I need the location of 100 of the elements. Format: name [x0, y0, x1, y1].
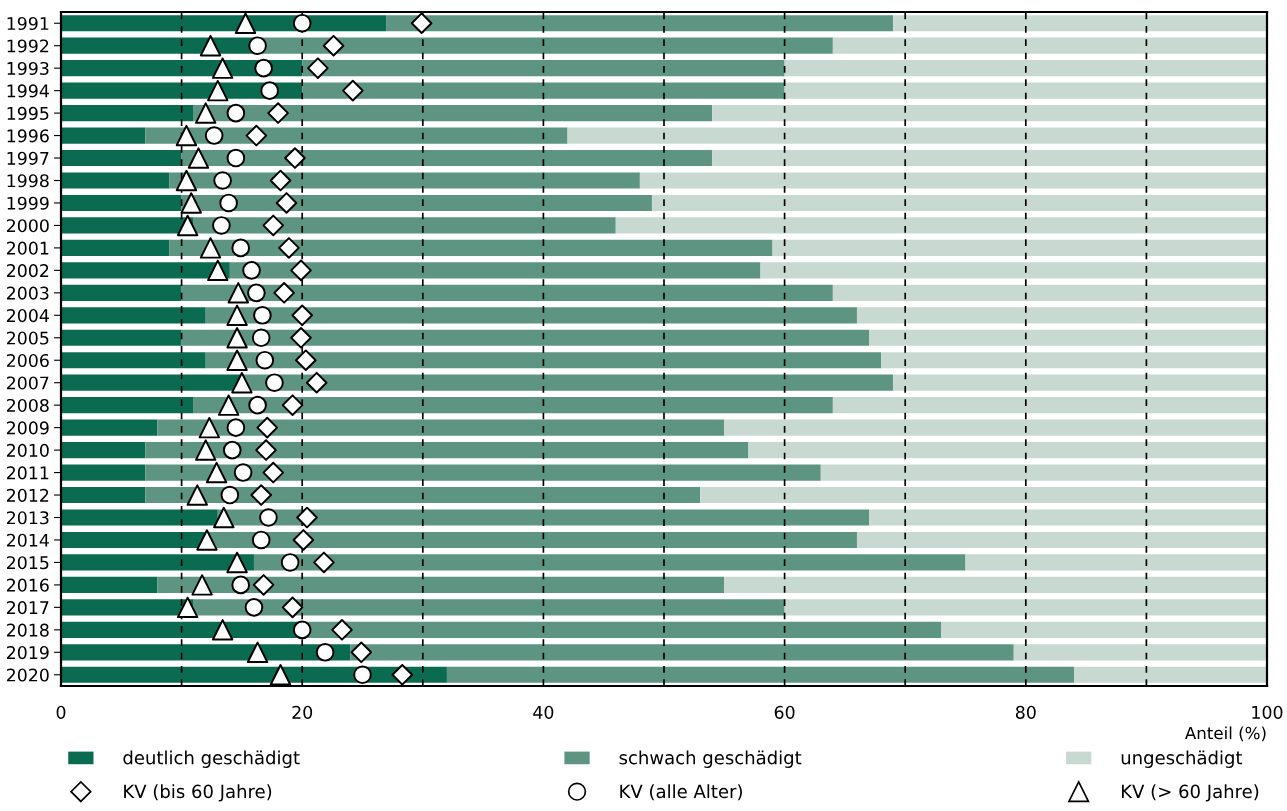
bar [893, 374, 1267, 391]
point [290, 326, 312, 349]
point [307, 57, 329, 79]
point [254, 58, 273, 78]
bar [61, 217, 194, 234]
y-tick-label: 2015 [6, 556, 49, 570]
bar [724, 419, 1267, 436]
point [265, 373, 284, 392]
point [248, 395, 267, 415]
point [410, 12, 433, 35]
x-tick-label: 20 [292, 705, 313, 719]
bar [615, 217, 1267, 234]
bar [181, 194, 652, 212]
bar [856, 307, 1267, 324]
point [251, 328, 271, 348]
point [180, 192, 202, 214]
point [175, 124, 198, 147]
bar [61, 37, 254, 54]
x-tick-label: 0 [56, 705, 66, 719]
bar [229, 262, 761, 279]
bar [965, 554, 1267, 571]
legend-label: schwach geschädigt [619, 750, 802, 768]
point [251, 530, 271, 550]
point [284, 147, 306, 169]
bar [193, 105, 713, 122]
bar [61, 531, 206, 549]
bar [169, 239, 773, 256]
point [242, 261, 261, 280]
bar [881, 352, 1267, 369]
point [280, 553, 300, 572]
bar [145, 442, 749, 459]
x-tick-label: 60 [774, 705, 795, 719]
bar [61, 442, 146, 459]
point [262, 214, 285, 237]
y-tick-label: 2017 [6, 601, 49, 615]
x-axis-title: Anteil (%) [1184, 726, 1266, 742]
point [207, 259, 229, 282]
bar [712, 105, 1267, 122]
x-tick-label: 100 [1252, 705, 1283, 719]
y-tick-label: 1995 [7, 106, 49, 120]
point [213, 171, 232, 190]
y-tick-label: 2009 [6, 421, 49, 435]
point [195, 439, 217, 461]
point [226, 349, 248, 371]
point [199, 237, 222, 259]
point [217, 394, 240, 416]
bar [724, 576, 1267, 593]
bar [205, 352, 882, 369]
point [231, 238, 250, 258]
point [353, 665, 372, 685]
bar [651, 194, 1267, 212]
point [233, 463, 253, 482]
y-tick-label: 1994 [7, 84, 49, 98]
point [226, 327, 248, 349]
bar [302, 82, 785, 99]
point [255, 350, 275, 370]
bar [712, 149, 1267, 167]
point [186, 484, 208, 506]
bar [61, 464, 146, 481]
bar [61, 149, 182, 167]
bar [193, 397, 833, 414]
y-tick-label: 2001 [6, 241, 49, 255]
y-tick-label: 2014 [6, 533, 49, 547]
point [253, 306, 272, 325]
point [256, 416, 279, 439]
point [247, 283, 266, 303]
bar [1013, 644, 1267, 661]
y-tick-label: 2003 [6, 286, 49, 300]
bar [241, 374, 894, 391]
y-tick-label: 2000 [6, 219, 49, 233]
point [250, 484, 272, 506]
point [322, 34, 345, 57]
bar [350, 644, 1014, 661]
bar [869, 509, 1267, 526]
bar [61, 105, 194, 122]
point [195, 102, 217, 124]
bar [61, 419, 158, 436]
point [391, 663, 414, 686]
bar [61, 15, 387, 32]
y-tick-label: 1996 [7, 129, 49, 143]
bar [784, 599, 1267, 616]
bar [145, 464, 821, 481]
point [246, 641, 269, 663]
x-tick-label: 40 [533, 705, 554, 719]
point [269, 664, 292, 686]
point [207, 79, 229, 102]
bar [253, 554, 966, 571]
bar [784, 82, 1267, 99]
bar [157, 419, 725, 436]
bar [181, 284, 833, 301]
bar [181, 149, 713, 167]
y-tick-label: 2013 [6, 511, 49, 525]
point [176, 214, 199, 237]
point [273, 282, 295, 304]
y-tick-label: 2010 [6, 443, 49, 457]
y-tick-label: 2012 [6, 488, 49, 502]
bar [856, 531, 1267, 549]
bar [832, 284, 1267, 301]
point [291, 304, 313, 327]
bar [193, 599, 785, 616]
